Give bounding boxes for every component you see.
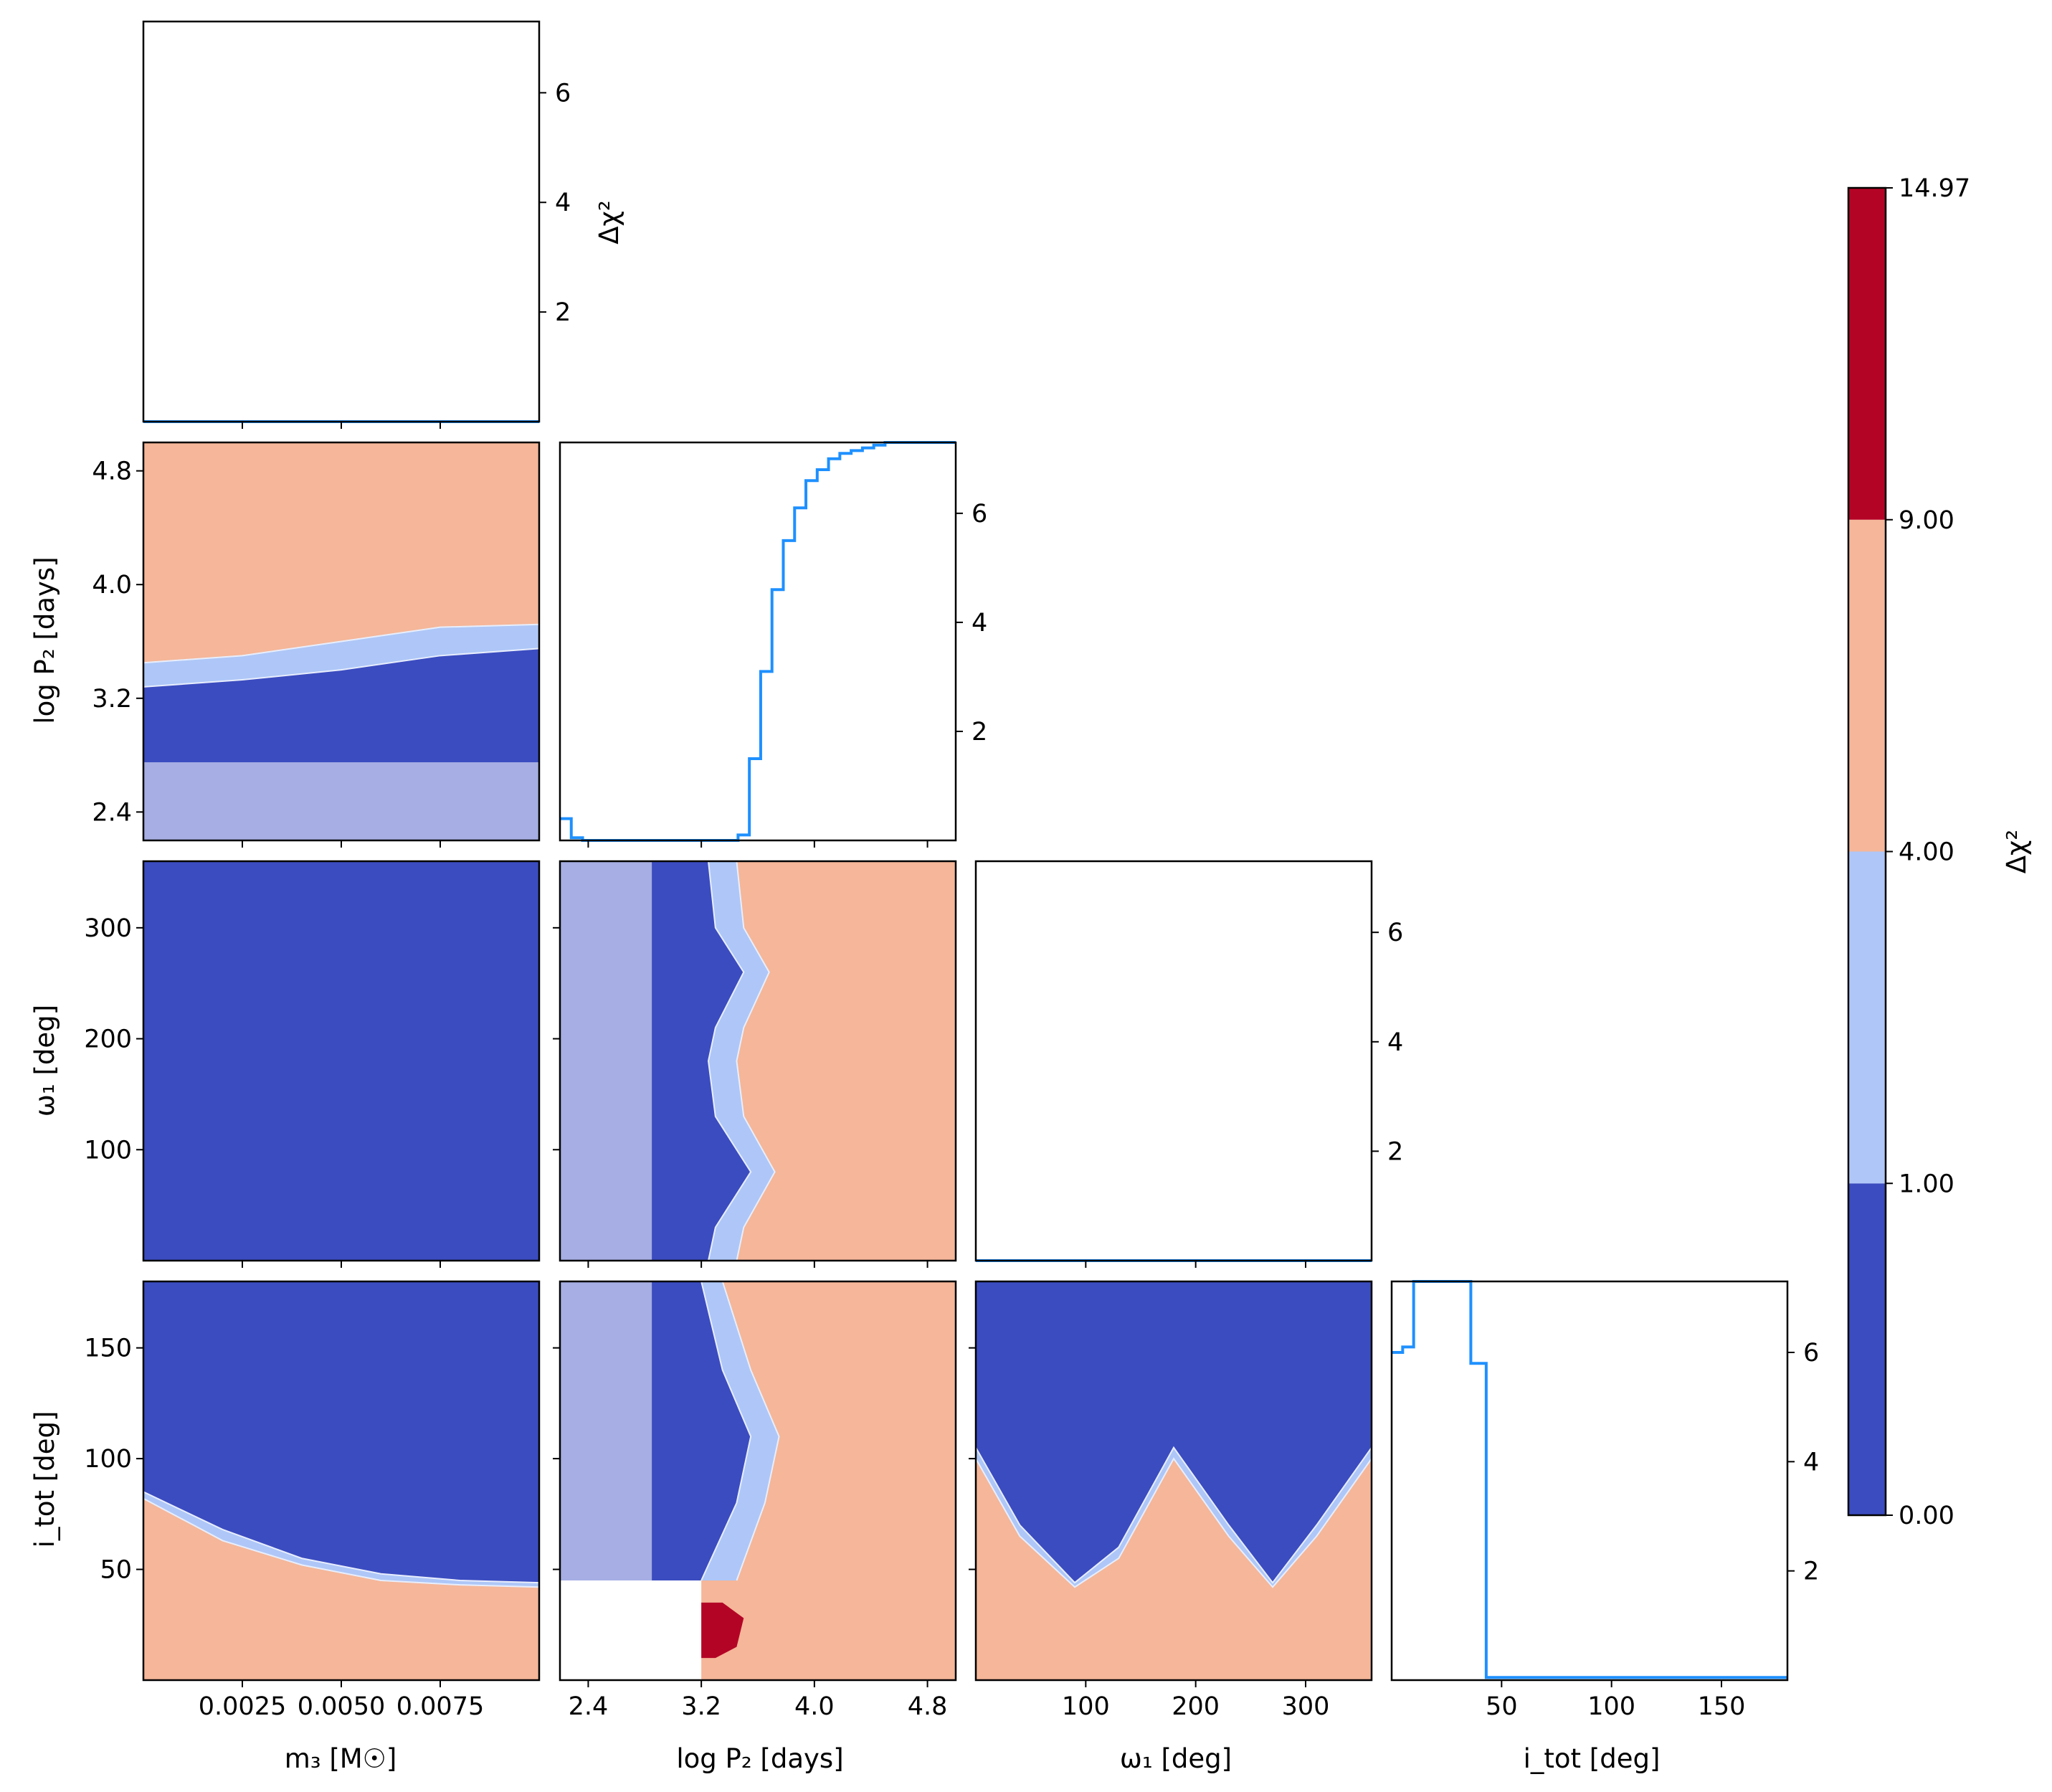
y-label-profile-top: Δχ² — [594, 200, 624, 245]
x-tick-label: 2.4 — [569, 1692, 609, 1721]
panel-frame — [559, 860, 957, 1262]
y-axis-labels: log P₂ [days] ω₁ [deg] i_tot [deg] Δχ² — [29, 200, 624, 1547]
x-tick-label: 0.0025 — [199, 1692, 286, 1721]
heatmap-panel-logP2-itot: 2.4 3.2 4.0 4.8 — [553, 1280, 957, 1721]
region-sparse-low-period — [560, 1281, 652, 1680]
y-tick-label: 2.4 — [92, 798, 132, 827]
y-tick-label: 100 — [84, 1136, 132, 1165]
profile-y-tick-label: 4 — [555, 189, 571, 217]
x-label-itot: i_tot [deg] — [1524, 1743, 1661, 1774]
profile-y-tick-label: 4 — [1803, 1448, 1819, 1476]
y-tick-label: 150 — [84, 1334, 132, 1363]
heatmap-panel-m3-itot: 0.0025 0.0050 0.0075 50 100 150 — [84, 1280, 541, 1721]
contour-line — [143, 623, 540, 664]
x-tick-label: 200 — [1172, 1692, 1220, 1721]
x-tick-label: 0.0050 — [298, 1692, 385, 1721]
region-1-4 — [143, 1492, 539, 1588]
contour-line — [975, 1446, 1372, 1584]
x-tick-label: 4.8 — [908, 1692, 948, 1721]
profile-y-tick-label: 6 — [1803, 1339, 1819, 1367]
profile-y-tick-label: 6 — [1387, 919, 1403, 947]
x-tick-label: 4.0 — [794, 1692, 835, 1721]
panel-frame — [974, 1280, 1373, 1682]
heatmap-panel-m3-omega1: 100 200 300 — [84, 860, 541, 1268]
profile-panel-itot: 2 4 6 50 100 150 — [1390, 1280, 1819, 1721]
profile-background — [143, 22, 539, 422]
profile-y-tick-label: 2 — [1803, 1558, 1819, 1586]
x-axis-labels: m₃ [M☉] log P₂ [days] ω₁ [deg] i_tot [de… — [285, 1743, 1661, 1774]
colorbar-segment — [1848, 851, 1886, 1184]
contour-line — [707, 861, 752, 1261]
region-4-9 — [143, 1498, 539, 1680]
heatmap-panel-omega1-itot: 100 200 300 — [969, 1280, 1373, 1721]
y-label-omega1: ω₁ [deg] — [29, 1005, 60, 1117]
y-tick-label: 4.8 — [92, 458, 132, 486]
y-tick-label: 50 — [100, 1556, 132, 1585]
profile-y-tick-label: 2 — [1387, 1137, 1403, 1166]
profile-y-tick-label: 4 — [972, 609, 987, 637]
x-label-logP2: log P₂ [days] — [676, 1743, 843, 1774]
colorbar-label: Δχ² — [2001, 830, 2032, 874]
region-sparse-low-period — [560, 861, 652, 1261]
colorbar-segment — [1848, 188, 1886, 520]
x-label-m3: m₃ [M☉] — [285, 1743, 397, 1774]
contour-line — [143, 1497, 540, 1588]
y-tick-label: 3.2 — [92, 685, 132, 714]
profile-panel-omega1: 2 4 6 — [974, 860, 1403, 1268]
contour-line — [143, 1491, 540, 1584]
panels-layer: 2 4 6 2 4 6 2 4 6 2 4 6 50 100 150 2.4 3.2 4.0 4.8 100 200 30… — [84, 20, 1819, 1721]
profile-frame — [974, 860, 1373, 1262]
colorbar-tick-label: 9.00 — [1899, 506, 1954, 535]
region-below-1 — [143, 861, 539, 1261]
contour-line — [721, 1281, 780, 1581]
region-4-9 — [976, 1459, 1372, 1680]
y-tick-label: 100 — [84, 1445, 132, 1474]
x-tick-label: 100 — [1587, 1692, 1635, 1721]
colorbar: 0.00 1.00 4.00 9.00 14.97 Δχ² — [1847, 174, 2032, 1530]
profile-y-tick-label: 6 — [555, 79, 571, 108]
colorbar-tick-label: 1.00 — [1899, 1170, 1954, 1198]
heatmap-panel-logP2-omega1 — [553, 860, 957, 1268]
x-label-omega1: ω₁ [deg] — [1120, 1743, 1232, 1774]
panel-frame — [559, 1280, 957, 1682]
contour-line — [143, 648, 540, 688]
x-tick-label: 100 — [1062, 1692, 1110, 1721]
profile-panel-logP2: 2 4 6 — [559, 441, 987, 848]
y-label-itot: i_tot [deg] — [29, 1411, 60, 1548]
colorbar-tick-label: 4.00 — [1899, 838, 1954, 867]
profile-background — [976, 861, 1372, 1261]
region-above-9 — [701, 1602, 744, 1659]
x-tick-label: 3.2 — [681, 1692, 721, 1721]
contour-line — [736, 861, 776, 1261]
x-tick-label: 0.0075 — [396, 1692, 484, 1721]
profile-y-tick-label: 4 — [1387, 1028, 1403, 1057]
y-tick-label: 300 — [84, 914, 132, 943]
y-label-logP2: log P₂ [days] — [29, 556, 60, 724]
profile-y-tick-label: 6 — [972, 500, 987, 528]
profile-background — [560, 442, 956, 840]
colorbar-tick-label: 0.00 — [1899, 1502, 1954, 1530]
region-1-4 — [143, 624, 539, 687]
y-tick-label: 200 — [84, 1025, 132, 1054]
region-sparse-low-period — [143, 762, 539, 840]
x-tick-label: 300 — [1282, 1692, 1330, 1721]
profile-y-tick-label: 2 — [555, 298, 571, 327]
profile-line-logP2 — [560, 441, 956, 842]
colorbar-tick-label: 14.97 — [1899, 174, 1970, 203]
contour-line — [975, 1457, 1372, 1588]
x-tick-label: 50 — [1486, 1692, 1518, 1721]
profile-y-tick-label: 2 — [972, 718, 987, 746]
colorbar-segment — [1848, 1183, 1886, 1515]
profile-frame — [1390, 1280, 1789, 1682]
colorbar-segment — [1848, 519, 1886, 852]
heatmap-panel-m3-logP2: 2.4 3.2 4.0 4.8 — [92, 441, 541, 848]
profile-background — [1392, 1281, 1787, 1680]
profile-frame — [559, 441, 957, 842]
x-tick-label: 150 — [1698, 1692, 1746, 1721]
profile-panel-m3: 2 4 6 — [142, 20, 571, 429]
contour-line — [700, 1281, 752, 1581]
y-tick-label: 4.0 — [92, 571, 132, 599]
